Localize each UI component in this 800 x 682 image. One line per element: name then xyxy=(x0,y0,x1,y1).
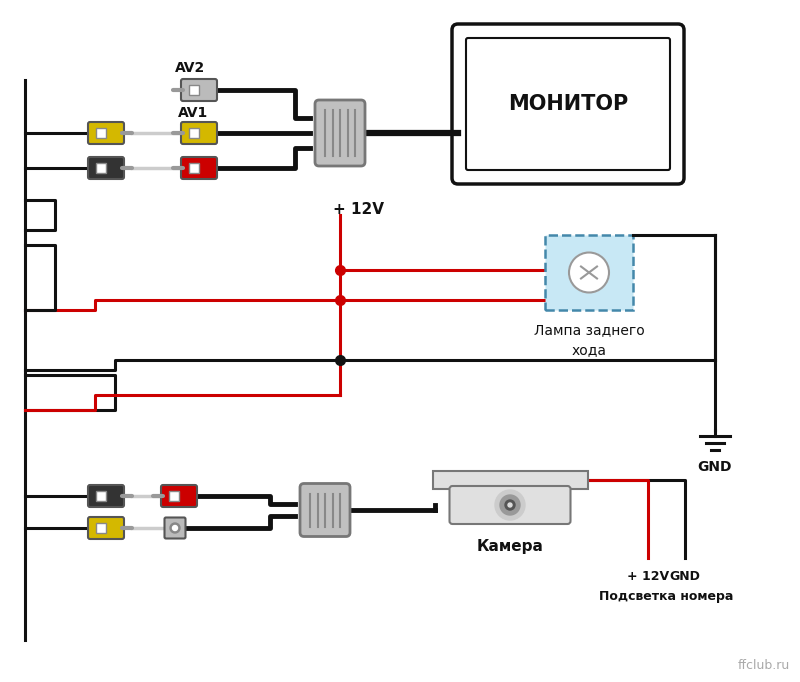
FancyBboxPatch shape xyxy=(170,491,179,501)
Text: Лампа заднего
хода: Лампа заднего хода xyxy=(534,323,644,357)
Text: GND: GND xyxy=(670,570,701,583)
FancyBboxPatch shape xyxy=(165,518,186,539)
Text: AV1: AV1 xyxy=(178,106,208,120)
FancyBboxPatch shape xyxy=(88,157,124,179)
Circle shape xyxy=(500,495,520,515)
Text: GND: GND xyxy=(698,460,732,474)
Text: МОНИТОР: МОНИТОР xyxy=(508,94,628,114)
Circle shape xyxy=(505,500,515,510)
FancyBboxPatch shape xyxy=(161,485,197,507)
FancyBboxPatch shape xyxy=(300,484,350,537)
Circle shape xyxy=(173,526,178,531)
FancyBboxPatch shape xyxy=(181,122,217,144)
Text: Камера: Камера xyxy=(477,539,543,554)
FancyBboxPatch shape xyxy=(433,471,587,489)
FancyBboxPatch shape xyxy=(96,163,106,173)
FancyBboxPatch shape xyxy=(88,485,124,507)
FancyBboxPatch shape xyxy=(96,128,106,138)
FancyBboxPatch shape xyxy=(315,100,365,166)
Text: + 12V: + 12V xyxy=(333,203,384,218)
FancyBboxPatch shape xyxy=(545,235,633,310)
FancyBboxPatch shape xyxy=(466,38,670,170)
Text: ffclub.ru: ffclub.ru xyxy=(738,659,790,672)
Circle shape xyxy=(495,490,525,520)
Circle shape xyxy=(170,523,180,533)
Text: AV2: AV2 xyxy=(175,61,205,75)
FancyBboxPatch shape xyxy=(88,122,124,144)
Text: + 12V: + 12V xyxy=(627,570,669,583)
FancyBboxPatch shape xyxy=(181,157,217,179)
Text: Подсветка номера: Подсветка номера xyxy=(599,590,734,603)
FancyBboxPatch shape xyxy=(189,85,199,95)
Circle shape xyxy=(508,503,512,507)
FancyBboxPatch shape xyxy=(96,523,106,533)
FancyBboxPatch shape xyxy=(88,517,124,539)
FancyBboxPatch shape xyxy=(452,24,684,184)
Circle shape xyxy=(569,252,609,293)
FancyBboxPatch shape xyxy=(189,163,199,173)
FancyBboxPatch shape xyxy=(96,491,106,501)
FancyBboxPatch shape xyxy=(450,486,570,524)
FancyBboxPatch shape xyxy=(181,79,217,101)
FancyBboxPatch shape xyxy=(189,128,199,138)
